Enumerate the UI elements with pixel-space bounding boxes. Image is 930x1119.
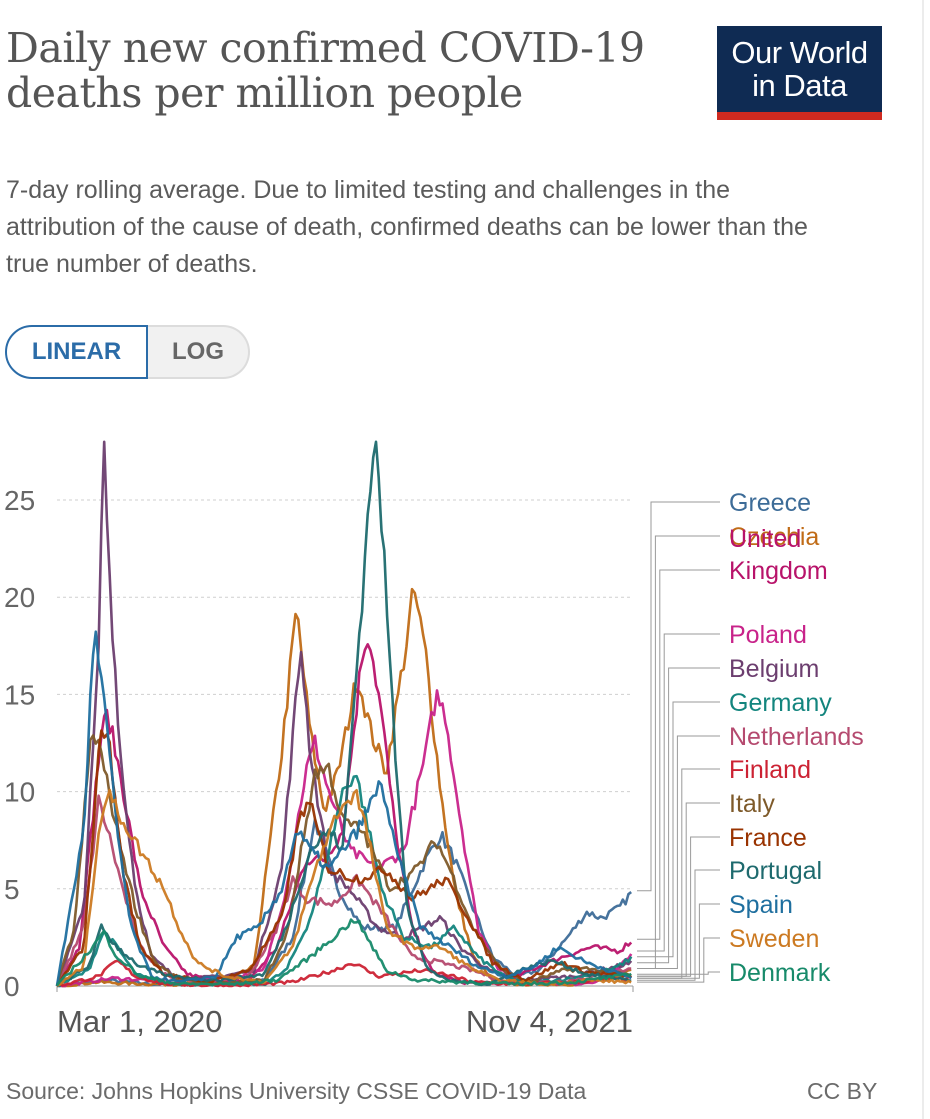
y-tick-label: 5	[4, 874, 20, 905]
legend-connector	[637, 768, 720, 979]
legend-connector	[637, 869, 720, 981]
legend-connector	[637, 569, 720, 940]
license-link[interactable]: CC BY	[807, 1078, 878, 1104]
legend-label: Belgium	[729, 655, 819, 683]
legend-connector	[637, 501, 720, 892]
source-note: Source: Johns Hopkins University CSSE CO…	[6, 1078, 587, 1104]
legend-connector	[637, 903, 720, 979]
legend-label: Finland	[729, 756, 811, 784]
legend-label: Czechia	[729, 523, 819, 551]
legend-label: Greece	[729, 489, 811, 517]
line-chart: 0 5 10 15 20 25 Mar 1, 2020 Nov 4, 2021 Greece Cz…	[4, 440, 864, 1039]
series-line-france	[56, 729, 633, 987]
legend-connector	[637, 971, 720, 975]
page-right-border	[922, 0, 924, 1119]
legend-connector	[637, 836, 720, 977]
y-tick-label: 25	[4, 485, 35, 516]
legend-connector	[637, 633, 720, 952]
legend-label: France	[729, 824, 807, 852]
x-tick-label: Mar 1, 2020	[57, 1004, 222, 1039]
series-line-greece	[56, 818, 632, 988]
owid-logo[interactable]: Our World in Data	[717, 26, 882, 120]
legend-label: United Kingdom	[729, 525, 828, 585]
y-tick-label: 0	[4, 971, 20, 1002]
legend-label: Spain	[729, 891, 793, 919]
chart-title: Daily new confirmed COVID-19 deaths per …	[6, 24, 645, 117]
legend-connector	[637, 667, 720, 964]
y-tick-label: 20	[4, 582, 35, 613]
y-tick-label: 15	[4, 679, 35, 710]
legend-label: Italy	[729, 790, 775, 818]
legend-label: Sweden	[729, 925, 819, 953]
legend-connector	[637, 802, 720, 977]
legend-connector	[637, 735, 720, 969]
legend-label: Netherlands	[729, 723, 864, 751]
linear-scale-button[interactable]: LINEAR	[5, 325, 148, 379]
legend-label: Portugal	[729, 857, 822, 885]
legend-label: Germany	[729, 689, 832, 717]
scale-toggle: LINEAR LOG	[5, 325, 250, 379]
legend-label: Denmark	[729, 959, 831, 987]
chart-subtitle: 7-day rolling average. Due to limited te…	[6, 176, 808, 278]
logo-line-1: Our World	[731, 35, 868, 70]
legend-connector	[637, 701, 720, 958]
logo-line-2: in Data	[752, 68, 847, 103]
log-scale-button[interactable]: LOG	[148, 325, 250, 379]
x-tick-label: Nov 4, 2021	[466, 1004, 633, 1039]
y-tick-label: 10	[4, 777, 35, 808]
legend-connector	[637, 937, 720, 983]
series-line-denmark	[55, 918, 632, 987]
legend-label: Poland	[729, 621, 807, 649]
